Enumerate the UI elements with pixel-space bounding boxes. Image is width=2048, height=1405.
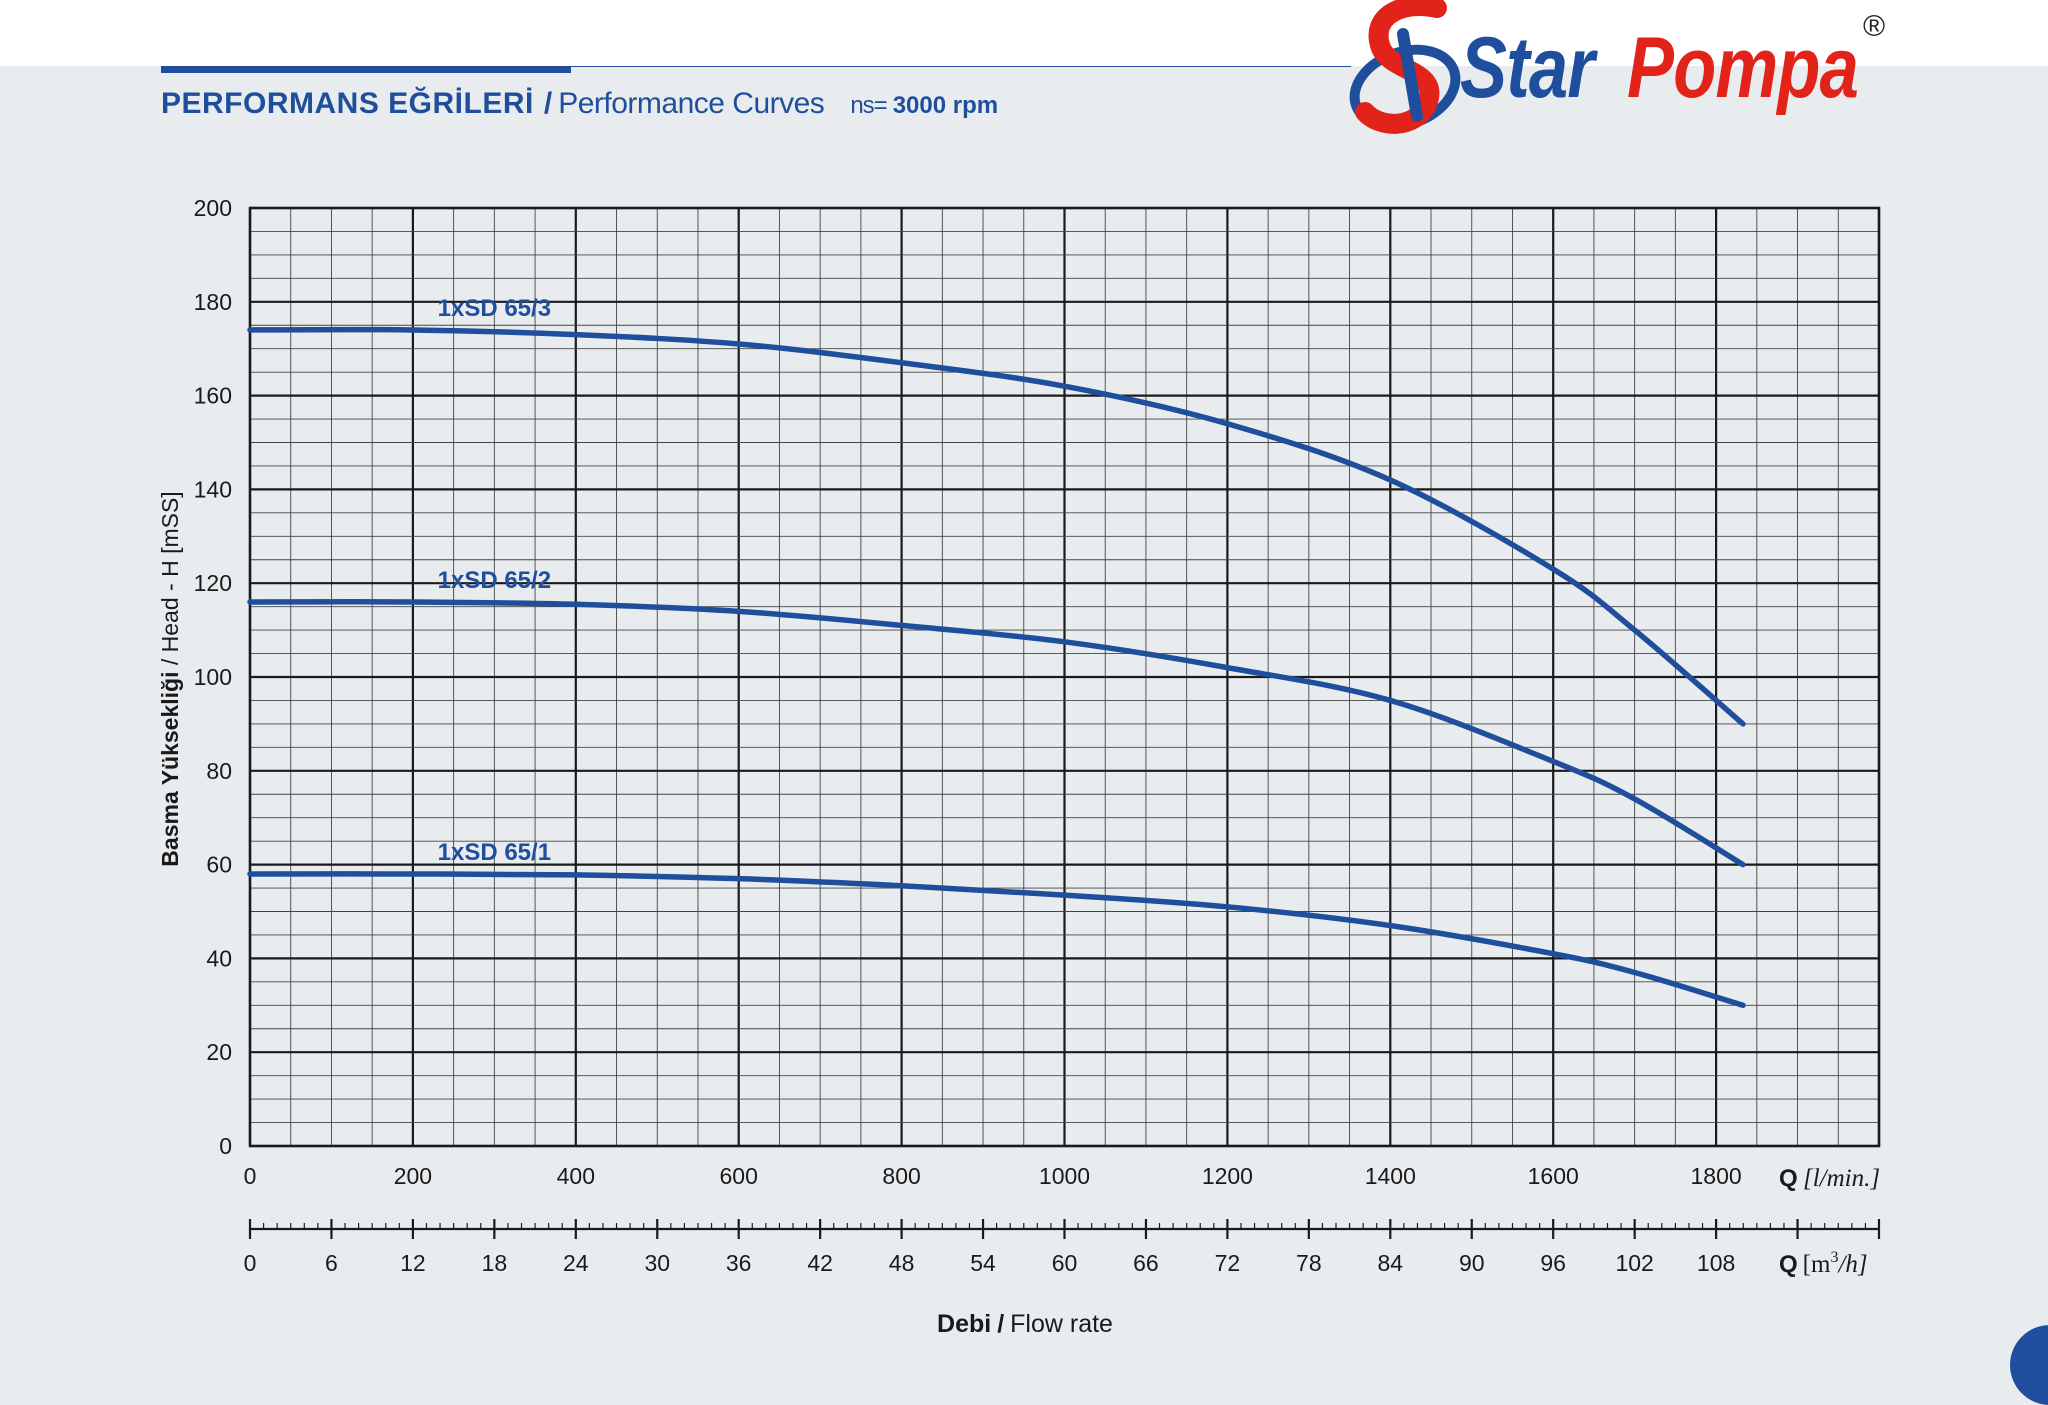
top-band: [0, 0, 2048, 66]
x-unit-primary: Q [l/min.]: [1779, 1165, 1880, 1192]
series-line-2: [247, 599, 1746, 868]
star-pompa-logo: Star Pompa ®: [1345, 0, 1905, 140]
x-unit-primary-q: Q: [1779, 1165, 1798, 1192]
title-separator: /: [543, 87, 553, 120]
x-unit-secondary-close: /h]: [1836, 1251, 1867, 1278]
series-line-3: [247, 871, 1746, 1009]
x-tick-label: 1600: [1528, 1163, 1579, 1189]
logo-mark-icon: [1349, 0, 1461, 134]
secondary-tick-label: 24: [563, 1250, 589, 1276]
y-tick-label: 120: [194, 570, 232, 596]
secondary-tick-label: 42: [807, 1250, 833, 1276]
secondary-tick-label: 78: [1296, 1250, 1322, 1276]
secondary-tick-label: 102: [1615, 1250, 1653, 1276]
secondary-tick-label: 48: [889, 1250, 915, 1276]
speed-value: 3000 rpm: [892, 92, 999, 119]
title-english: Performance Curves: [558, 87, 825, 120]
page-title: PERFORMANS EĞRİLERİ / Performance Curves ns…: [161, 84, 998, 126]
speed-prefix: ns=: [850, 92, 887, 119]
y-tick-label: 100: [194, 664, 232, 690]
series-label-3: 1xSD 65/1: [438, 839, 551, 866]
grid-layer: [248, 206, 1881, 1148]
x-tick-label: 200: [394, 1163, 432, 1189]
secondary-tick-label: 36: [726, 1250, 752, 1276]
x-unit-secondary-q: Q: [1779, 1251, 1798, 1278]
series-label-1: 1xSD 65/3: [438, 295, 551, 322]
x-axis-title-bold: Debi: [937, 1310, 991, 1338]
series-line-1: [247, 326, 1746, 727]
y-tick-label: 60: [206, 852, 232, 878]
y-axis-title-rest: / Head - H [mSS]: [157, 491, 183, 671]
header-rule-thick: [161, 66, 571, 73]
x-axis-title: Debi / Flow rate: [937, 1310, 1113, 1338]
y-axis-title: Basma Yüksekliği / Head - H [mSS]: [157, 491, 183, 866]
secondary-tick-label: 30: [644, 1250, 670, 1276]
x-axis-title-sep: /: [997, 1310, 1004, 1338]
secondary-tick-label: 90: [1459, 1250, 1485, 1276]
x-tick-label: 600: [720, 1163, 758, 1189]
y-tick-label: 180: [194, 289, 232, 315]
y-tick-label: 160: [194, 383, 232, 409]
x-tick-label: 1000: [1039, 1163, 1090, 1189]
x-unit-secondary-label: Q [m3/h]: [1779, 1249, 1868, 1278]
x-tick-label: 1800: [1691, 1163, 1742, 1189]
secondary-tick-label: 96: [1540, 1250, 1566, 1276]
secondary-tick-label: 84: [1378, 1250, 1404, 1276]
secondary-tick-label: 66: [1133, 1250, 1159, 1276]
y-axis-title-bold: Basma Yüksekliği: [157, 672, 183, 867]
y-tick-label: 0: [219, 1133, 232, 1159]
secondary-tick-label: 54: [970, 1250, 996, 1276]
x-tick-label: 800: [882, 1163, 920, 1189]
secondary-tick-label: 6: [325, 1250, 338, 1276]
x-unit-secondary: Q [m3/h]: [1779, 1249, 1868, 1278]
series-layer: 1xSD 65/3 1xSD 65/2 1xSD 65/1: [247, 295, 1746, 1009]
header-rule-thin: [161, 66, 1351, 67]
secondary-tick-label: 108: [1697, 1250, 1735, 1276]
secondary-tick-label: 12: [400, 1250, 426, 1276]
secondary-tick-label: 60: [1052, 1250, 1078, 1276]
logo-brand-pompa: Pompa: [1627, 20, 1859, 116]
y-tick-label: 200: [194, 195, 232, 221]
secondary-tick-label: 72: [1215, 1250, 1241, 1276]
registered-mark: ®: [1863, 10, 1886, 43]
x-axis-title-rest: Flow rate: [1010, 1310, 1113, 1338]
secondary-tick-label: 0: [244, 1250, 257, 1276]
x-tick-label: 1200: [1202, 1163, 1253, 1189]
y-tick-label: 140: [194, 476, 232, 502]
x-unit-primary-unit: [l/min.]: [1803, 1165, 1880, 1192]
x-tick-label: 400: [557, 1163, 595, 1189]
title-turkish: PERFORMANS EĞRİLERİ: [161, 87, 534, 120]
x-tick-label: 1400: [1365, 1163, 1416, 1189]
x-unit-secondary-sup: 3: [1830, 1249, 1838, 1266]
y-tick-label: 80: [206, 758, 232, 784]
x-unit-secondary-open: [m: [1803, 1251, 1831, 1278]
plot-frame: [248, 206, 1881, 1148]
y-tick-label: 20: [206, 1039, 232, 1065]
secondary-tick-label: 18: [482, 1250, 508, 1276]
logo-brand-star: Star: [1460, 20, 1595, 116]
x-tick-label: 0: [244, 1163, 257, 1189]
y-tick-label: 40: [206, 945, 232, 971]
series-label-2: 1xSD 65/2: [438, 567, 551, 594]
